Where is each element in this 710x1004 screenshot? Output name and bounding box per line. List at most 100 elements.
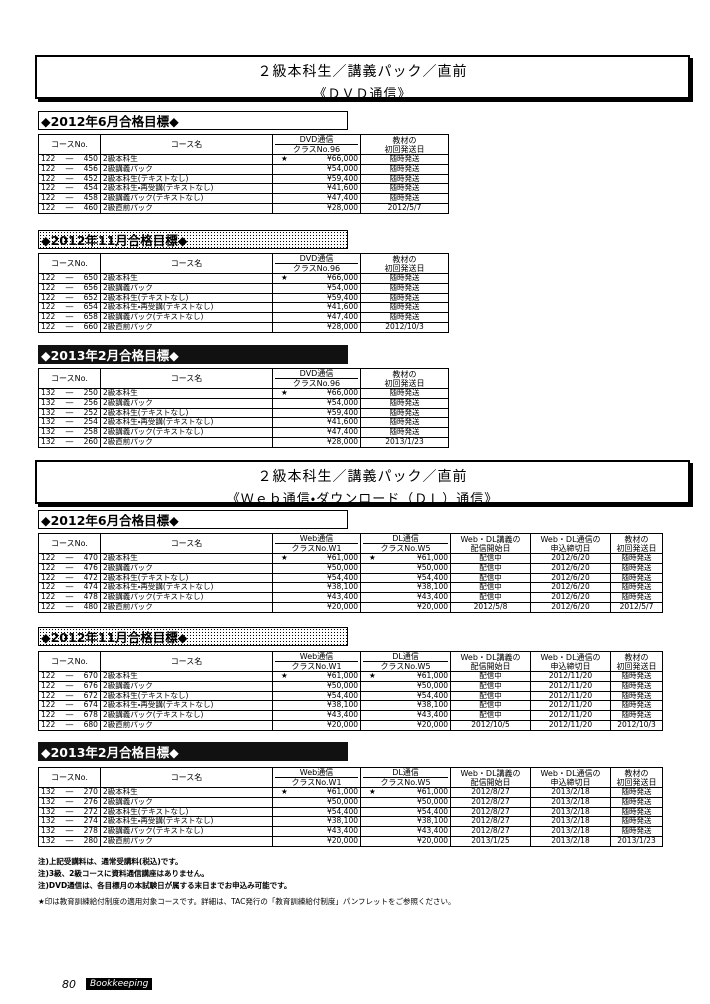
price-value: ¥54,400 [416, 573, 448, 582]
course-no: 122 ― 450 [38, 154, 101, 165]
header-line: クラスNo.96 [292, 379, 341, 388]
price-value: ¥38,100 [416, 700, 448, 710]
price-value: ¥66,000 [326, 154, 358, 163]
price: ¥41,600 [272, 417, 361, 429]
date: 随時発送 [360, 417, 449, 429]
header-line: クラスNo.W1 [291, 544, 342, 553]
price-value: ¥41,600 [326, 302, 358, 312]
date: 2012/5/7 [610, 601, 663, 613]
brand: Bookkeeping [86, 978, 153, 990]
column-header: DVD通信 クラスNo.96 [272, 368, 361, 389]
course-name: 2級講義パック(テキストなし) [100, 193, 273, 204]
price-value: ¥47,400 [326, 427, 358, 437]
date: 随時発送 [610, 787, 663, 798]
course-name: 2級本科生 [100, 273, 273, 284]
course-row: 132 ― 256 2級講義パック ¥54,000 随時発送 [38, 397, 449, 409]
course-no: 132 ― 280 [38, 835, 101, 847]
header-line: コースNo. [51, 374, 88, 383]
header-line: 初回発送日 [384, 144, 425, 154]
course-name: 2級本科生・再受講(テキストなし) [100, 816, 273, 828]
header-row: コースNo. コース名 DVD通信 クラスNo.96 教材の 初回発送日 [38, 368, 449, 389]
course-no: 122 ― 652 [38, 292, 101, 304]
course-name: 2級講義パック(テキストなし) [100, 312, 273, 323]
course-row: 122 ― 478 2級講義パック(テキストなし) ¥43,400 ¥43,400 配信… [38, 592, 663, 603]
header-line: コース名 [170, 539, 203, 548]
group-heading: ◆2012年6月合格目標◆ [38, 510, 348, 529]
course-row: 122 ― 658 2級講義パック(テキストなし) ¥47,400 随時発送 [38, 312, 449, 323]
price: ¥47,400 [272, 427, 361, 438]
price-value: ¥28,000 [326, 437, 358, 446]
header-line: コースNo. [51, 773, 88, 782]
price-value: ¥50,000 [326, 797, 358, 806]
date: 配信中 [450, 710, 531, 721]
column-header: コースNo. [38, 253, 101, 274]
price: ¥54,400 [272, 806, 361, 818]
course-row: 132 ― 280 2級直前パック ¥20,000 ¥20,000 2013/1/25 2… [38, 835, 663, 847]
price-value: ¥28,000 [326, 322, 358, 331]
price-value: ¥61,000 [326, 787, 358, 796]
course-no: 132 ― 252 [38, 407, 101, 419]
column-header: コース名 [100, 533, 273, 554]
course-row: 132 ― 270 2級本科生 ★ ¥61,000 ★ ¥61,000 2012/8/27 2… [38, 787, 663, 798]
price: ¥38,100 [360, 582, 451, 594]
star: ★ [281, 553, 288, 562]
price: ¥20,000 [272, 719, 361, 731]
header-line: コースNo. [51, 657, 88, 666]
price-value: ¥43,400 [416, 592, 448, 602]
header-line: 配信開始日 [470, 661, 511, 671]
date: 随時発送 [610, 553, 663, 564]
course-name: 2級講義パック [100, 680, 273, 692]
column-header: Web・DL通信の 申込締切日 [530, 651, 611, 672]
price: ★ ¥66,000 [272, 154, 361, 165]
price-value: ¥20,000 [326, 720, 358, 729]
course-no: 132 ― 278 [38, 826, 101, 837]
course-name: 2級講義パック(テキストなし) [100, 592, 273, 603]
column-header: DL通信 クラスNo.W5 [360, 533, 451, 554]
header-line: クラスNo.W5 [380, 662, 431, 671]
date: 随時発送 [610, 796, 663, 808]
header-line: DL通信 [363, 653, 448, 662]
course-no: 122 ― 460 [38, 202, 101, 214]
course-no: 122 ― 476 [38, 562, 101, 574]
price: ★ ¥61,000 [360, 671, 451, 682]
header-line: Web通信 [275, 535, 358, 544]
header-line: Web・DL通信の [540, 534, 601, 544]
price: ★ ¥66,000 [272, 273, 361, 284]
price-value: ¥43,400 [416, 710, 448, 720]
header-line: コース名 [170, 259, 203, 268]
price-value: ¥50,000 [326, 563, 358, 572]
price-value: ¥61,000 [326, 671, 358, 680]
header-line: 教材の [392, 135, 417, 145]
course-name: 2級講義パック(テキストなし) [100, 710, 273, 721]
header-line: Web・DL講義の [460, 652, 521, 662]
date: 随時発送 [360, 292, 449, 304]
course-no: 122 ― 656 [38, 282, 101, 294]
price: ¥54,400 [272, 572, 361, 584]
header-line: 教材の [624, 534, 649, 544]
course-name: 2級本科生・再受講(テキストなし) [100, 700, 273, 712]
header-line: 申込締切日 [550, 543, 591, 553]
course-row: 122 ― 650 2級本科生 ★ ¥66,000 随時発送 [38, 273, 449, 284]
date: 随時発送 [360, 163, 449, 175]
header-line: Web・DL通信の [540, 652, 601, 662]
price-value: ¥54,400 [326, 807, 358, 816]
column-header: 教材の 初回発送日 [610, 767, 663, 788]
section-title: ２級本科生／講義パック／直前 [257, 64, 468, 80]
column-header: コース名 [100, 651, 273, 672]
column-header: Web通信 クラスNo.W1 [272, 767, 361, 788]
date: 随時発送 [610, 582, 663, 594]
date: 2013/1/23 [610, 835, 663, 847]
course-no: 122 ― 654 [38, 302, 101, 314]
date: 随時発送 [610, 671, 663, 682]
price: ★ ¥66,000 [272, 388, 361, 399]
column-header: Web・DL講義の 配信開始日 [450, 533, 531, 554]
price: ¥28,000 [272, 321, 361, 333]
price: ¥50,000 [272, 562, 361, 574]
course-no: 122 ― 458 [38, 193, 101, 204]
header-line: クラスNo.96 [292, 145, 341, 154]
price: ¥59,400 [272, 407, 361, 419]
note: 注)上記受講料は、通常受講料(税込)です。 [38, 857, 183, 866]
course-table: コースNo. コース名 Web通信 クラスNo.W1 DL通信 クラスNo.W5 Web・D… [38, 533, 663, 613]
header-line: コース名 [170, 140, 203, 149]
section-title-box: ２級本科生／講義パック／直前 《ＤＶＤ通信》 [35, 55, 690, 102]
